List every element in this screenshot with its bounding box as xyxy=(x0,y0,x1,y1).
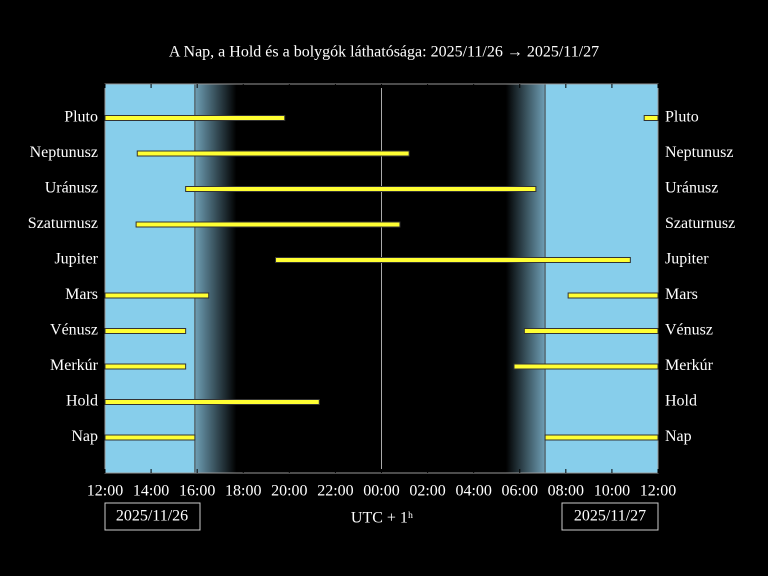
x-tick-label: 16:00 xyxy=(179,483,215,500)
row-label-right: Pluto xyxy=(665,109,699,126)
visibility-bar xyxy=(104,328,187,334)
end-date: 2025/11/27 xyxy=(574,508,646,525)
x-tick-label: 12:00 xyxy=(87,483,123,500)
row-label-left: Pluto xyxy=(64,109,98,126)
x-tick-label: 14:00 xyxy=(133,483,169,500)
x-tick-label: 20:00 xyxy=(271,483,307,500)
chart-title: A Nap, a Hold és a bolygók láthatósága: … xyxy=(169,44,599,61)
row-label-right: Mars xyxy=(665,286,698,303)
row-label-left: Jupiter xyxy=(54,251,98,268)
visibility-bar xyxy=(104,399,320,405)
x-tick-label: 04:00 xyxy=(455,483,491,500)
visibility-bar xyxy=(567,292,659,299)
x-tick-label: 12:00 xyxy=(640,483,676,500)
row-label-left: Neptunusz xyxy=(30,144,98,161)
row-label-left: Hold xyxy=(66,393,98,410)
daylight xyxy=(105,84,195,473)
row-label-right: Jupiter xyxy=(665,251,709,268)
row-label-right: Merkúr xyxy=(665,357,714,374)
date-box xyxy=(104,502,201,531)
daylight xyxy=(545,84,658,473)
visibility-bar xyxy=(136,150,410,157)
x-tick-label: 00:00 xyxy=(363,483,399,500)
x-tick-label: 08:00 xyxy=(548,483,584,500)
row-label-left: Vénusz xyxy=(50,322,98,339)
x-tick-label: 18:00 xyxy=(225,483,261,500)
visibility-bar xyxy=(135,221,401,228)
background xyxy=(104,83,659,474)
row-label-right: Nap xyxy=(665,428,692,445)
x-axis-label: UTC + 1ʰ xyxy=(351,510,413,527)
row-label-left: Nap xyxy=(71,428,98,445)
dusk xyxy=(194,84,237,473)
row-label-left: Merkúr xyxy=(50,357,99,374)
row-label-left: Szaturnusz xyxy=(28,215,98,232)
start-date: 2025/11/26 xyxy=(116,508,188,525)
visibility-bar xyxy=(185,186,537,192)
visibility-bar xyxy=(104,115,286,121)
x-tick-label: 10:00 xyxy=(594,483,630,500)
visibility-bar xyxy=(523,328,659,334)
visibility-bar xyxy=(544,434,659,441)
row-label-left: Uránusz xyxy=(45,180,98,197)
visibility-bar xyxy=(643,115,659,121)
visibility-bar xyxy=(104,292,210,299)
visibility-bar xyxy=(513,363,659,370)
row-label-right: Vénusz xyxy=(665,322,713,339)
row-label-right: Neptunusz xyxy=(665,144,733,161)
visibility-bar xyxy=(104,363,187,370)
row-label-right: Szaturnusz xyxy=(665,215,735,232)
x-tick-label: 22:00 xyxy=(317,483,353,500)
row-label-right: Uránusz xyxy=(665,180,718,197)
visibility-bar xyxy=(275,257,631,263)
x-tick-label: 06:00 xyxy=(502,483,538,500)
visibility-bar xyxy=(104,434,196,441)
x-tick-label: 02:00 xyxy=(409,483,445,500)
date-box xyxy=(561,502,659,531)
row-label-left: Mars xyxy=(65,286,98,303)
dawn xyxy=(505,84,546,473)
row-label-right: Hold xyxy=(665,393,697,410)
